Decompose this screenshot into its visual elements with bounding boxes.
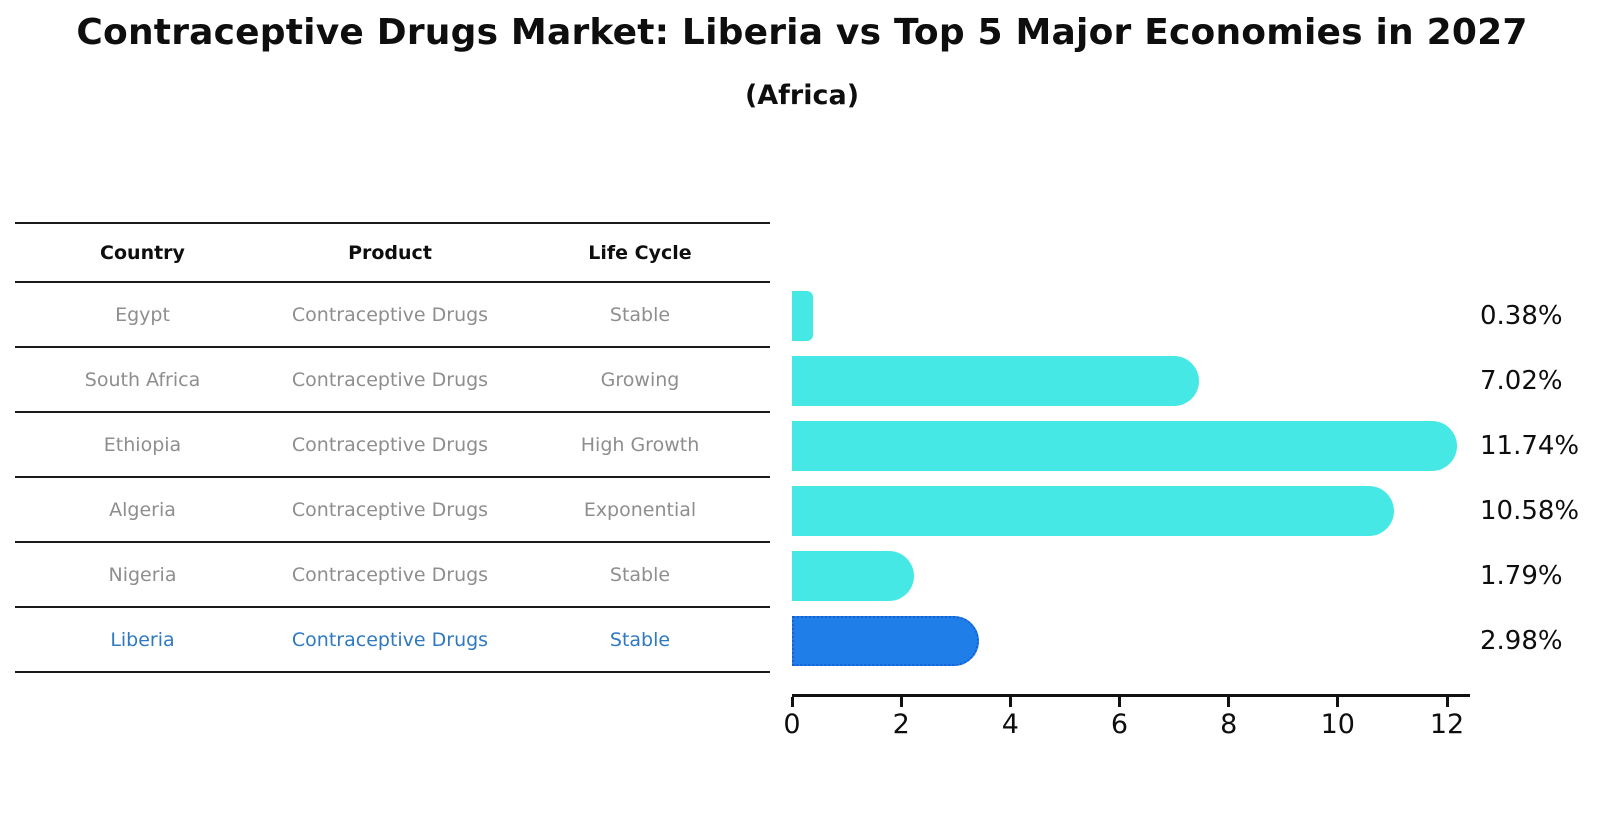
bar-nigeria <box>792 550 914 601</box>
country-cell: Nigeria <box>108 563 177 586</box>
x-axis-tick-label-10: 10 <box>1320 709 1355 740</box>
x-axis-tick-label-4: 4 <box>1001 709 1019 740</box>
product-cell: Contraceptive Drugs <box>291 563 489 586</box>
x-axis: 0 2 4 6 8 10 12 <box>783 694 1472 754</box>
x-axis-tick-label-8: 8 <box>1220 709 1238 740</box>
table-header-country: Country <box>100 241 185 264</box>
chart-title: Contraceptive Drugs Market: Liberia vs T… <box>76 12 1528 53</box>
product-cell: Contraceptive Drugs <box>291 368 489 391</box>
country-cell: South Africa <box>84 368 201 391</box>
value-label-slot-nigeria: 1.79% <box>1480 543 1600 608</box>
value-label-liberia: 2.98% <box>1480 625 1563 656</box>
value-label-ethiopia: 11.74% <box>1480 430 1580 461</box>
country-cell: Algeria <box>109 498 176 521</box>
table-row-algeria: Algeria Contraceptive Drugs Exponential <box>15 478 770 543</box>
table-header-product: Product <box>348 241 432 264</box>
lifecycle-cell: Stable <box>609 628 671 651</box>
value-label-slot-liberia: 2.98% <box>1480 608 1600 673</box>
x-axis-tick-12 <box>1445 697 1449 707</box>
x-axis-tick-0 <box>790 697 794 707</box>
value-label-nigeria: 1.79% <box>1480 560 1563 591</box>
table-row-egypt: Egypt Contraceptive Drugs Stable <box>15 283 770 348</box>
table-header-row: Country Product Life Cycle <box>15 222 770 283</box>
bar-slot-liberia <box>792 608 1472 673</box>
chart-subtitle: (Africa) <box>744 80 860 111</box>
table-row-south-africa: South Africa Contraceptive Drugs Growing <box>15 348 770 413</box>
lifecycle-cell: Growing <box>600 368 680 391</box>
value-label-egypt: 0.38% <box>1480 300 1563 331</box>
value-label-algeria: 10.58% <box>1480 495 1580 526</box>
bar-slot-south-africa <box>792 348 1472 413</box>
table-header-lifecycle: Life Cycle <box>588 241 692 264</box>
comparison-table: Country Product Life Cycle Egypt Contrace… <box>15 222 770 673</box>
bar-algeria <box>792 485 1394 536</box>
x-axis-tick-10 <box>1336 697 1340 707</box>
product-cell: Contraceptive Drugs <box>291 498 489 521</box>
bar-ethiopia <box>792 420 1457 471</box>
x-axis-tick-label-0: 0 <box>783 709 801 740</box>
x-axis-line <box>792 694 1470 697</box>
x-axis-tick-6 <box>1118 697 1121 707</box>
lifecycle-cell: Exponential <box>583 498 697 521</box>
value-label-south-africa: 7.02% <box>1480 365 1563 396</box>
product-cell: Contraceptive Drugs <box>291 303 489 326</box>
bar-egypt <box>792 290 813 341</box>
x-axis-tick-4 <box>1008 697 1012 707</box>
value-label-slot-ethiopia: 11.74% <box>1480 413 1600 478</box>
lifecycle-cell: Stable <box>609 303 671 326</box>
x-axis-tick-label-6: 6 <box>1110 709 1129 740</box>
x-axis-tick-label-12: 12 <box>1429 709 1465 740</box>
bar-chart-area <box>792 283 1472 673</box>
value-label-slot-algeria: 10.58% <box>1480 478 1600 543</box>
x-axis-tick-8 <box>1227 697 1231 707</box>
bar-slot-egypt <box>792 283 1472 348</box>
value-label-slot-south-africa: 7.02% <box>1480 348 1600 413</box>
lifecycle-cell: High Growth <box>580 433 700 456</box>
lifecycle-cell: Stable <box>609 563 671 586</box>
product-cell: Contraceptive Drugs <box>291 433 489 456</box>
x-axis-tick-label-2: 2 <box>892 709 910 740</box>
bar-liberia <box>792 615 979 666</box>
country-cell: Ethiopia <box>103 433 182 456</box>
country-cell: Liberia <box>110 628 175 651</box>
bar-slot-nigeria <box>792 543 1472 608</box>
bar-slot-algeria <box>792 478 1472 543</box>
table-row-liberia: Liberia Contraceptive Drugs Stable <box>15 608 770 673</box>
product-cell: Contraceptive Drugs <box>291 628 489 651</box>
bar-slot-ethiopia <box>792 413 1472 478</box>
table-body: Egypt Contraceptive Drugs Stable South Afri… <box>15 283 770 673</box>
value-label-slot-egypt: 0.38% <box>1480 283 1600 348</box>
table-row-nigeria: Nigeria Contraceptive Drugs Stable <box>15 543 770 608</box>
table-row-ethiopia: Ethiopia Contraceptive Drugs High Growth <box>15 413 770 478</box>
bar-south-africa <box>792 355 1200 406</box>
value-label-column: 0.38% 7.02% 11.74% 10.58% 1.79% 2.98% <box>1480 283 1600 673</box>
x-axis-tick-2 <box>899 697 903 707</box>
country-cell: Egypt <box>115 303 170 326</box>
